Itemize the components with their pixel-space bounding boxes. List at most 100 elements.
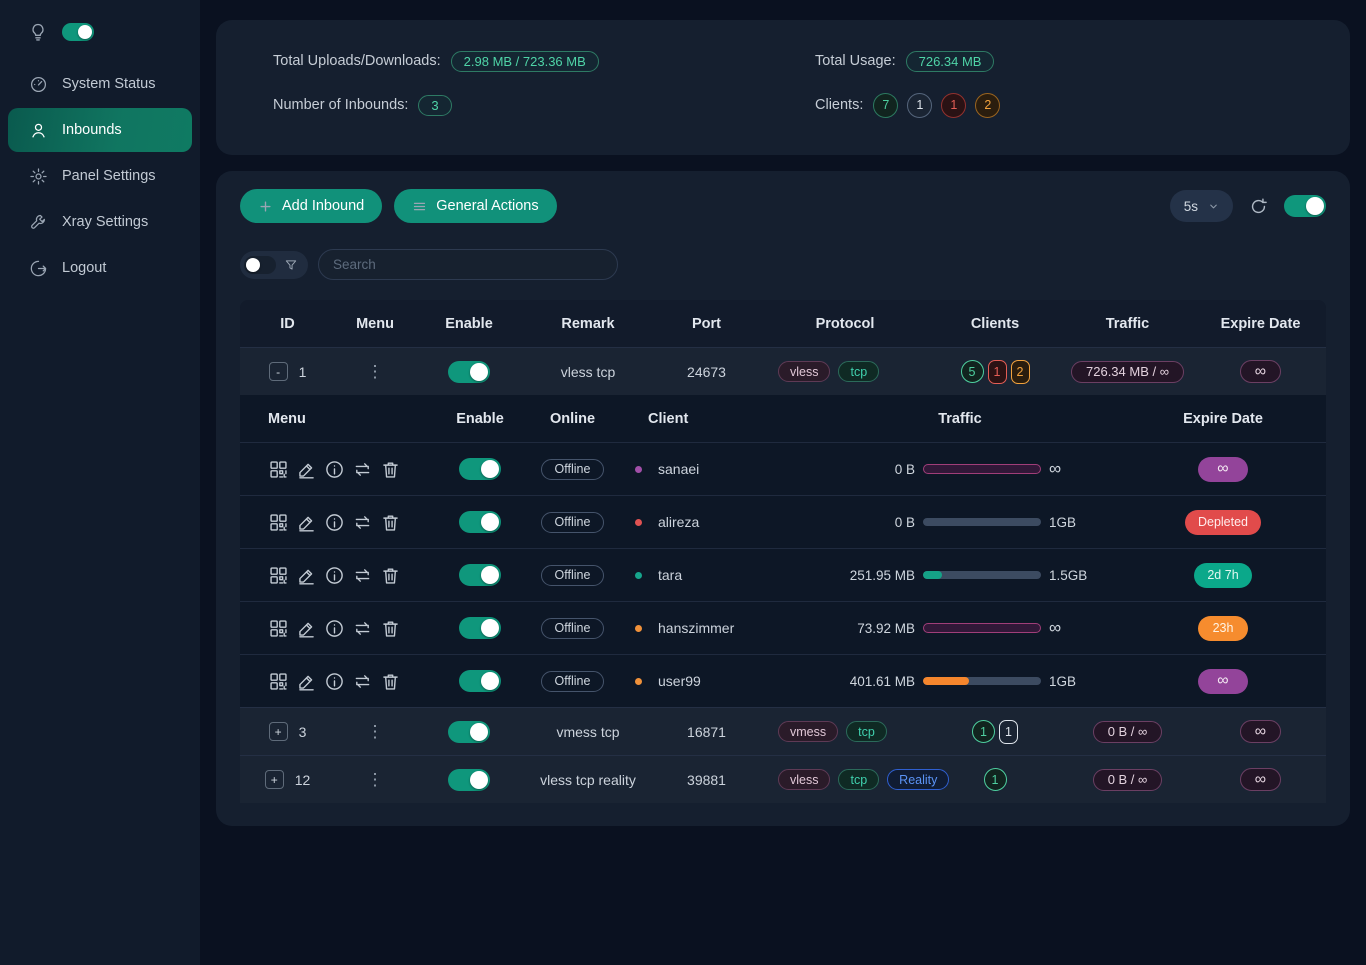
client-action-reset-traffic[interactable] — [352, 565, 373, 586]
lightbulb-icon — [28, 22, 48, 42]
client-enable-toggle[interactable] — [459, 617, 501, 639]
client-traffic-bar — [923, 571, 1041, 579]
menu-cell: ⋮ — [335, 363, 415, 380]
client-traffic-used: 0 B — [894, 514, 915, 530]
client-action-edit[interactable] — [296, 671, 317, 692]
client-action-reset-traffic[interactable] — [352, 618, 373, 639]
row-menu-button[interactable]: ⋮ — [366, 722, 384, 741]
client-traffic-cell: 0 B 1GB — [800, 515, 1120, 530]
client-action-edit[interactable] — [296, 565, 317, 586]
client-action-qrcode[interactable] — [268, 671, 289, 692]
client-expire-badge: ∞ — [1198, 668, 1248, 694]
inbound-row: +12 ⋮ vless tcp reality 39881 vless tcp Realit… — [240, 755, 1326, 803]
sidebar-item-inbounds[interactable]: Inbounds — [8, 108, 192, 152]
inbound-enable-toggle[interactable] — [448, 768, 490, 791]
filter-control — [240, 250, 308, 279]
client-action-info[interactable] — [324, 671, 345, 692]
client-action-delete[interactable] — [380, 671, 401, 692]
expand-toggle-button[interactable]: + — [268, 722, 288, 741]
client-count-badge: 1 — [983, 768, 1007, 791]
client-action-qrcode[interactable] — [268, 565, 289, 586]
sidebar-item-xray-settings[interactable]: Xray Settings — [8, 200, 192, 244]
client-action-delete[interactable] — [380, 618, 401, 639]
sidebar-item-label: Xray Settings — [62, 214, 149, 230]
table-header-cell: Protocol — [760, 316, 930, 332]
client-expire-cell: 23h — [1120, 615, 1326, 641]
client-action-delete[interactable] — [380, 565, 401, 586]
sidebar-item-panel-settings[interactable]: Panel Settings — [8, 154, 192, 198]
inbound-expire-pill: ∞ — [1239, 768, 1282, 791]
client-action-reset-traffic[interactable] — [352, 671, 373, 692]
sidebar-item-label: System Status — [62, 76, 156, 92]
sidebar-item-system-status[interactable]: System Status — [8, 62, 192, 106]
refresh-interval-select[interactable]: 5s — [1169, 190, 1233, 222]
number-of-inbounds-label: Number of Inbounds: — [273, 97, 409, 113]
client-traffic-used: 251.95 MB — [849, 567, 915, 583]
client-online-cell: Offline — [525, 670, 620, 692]
table-header-cell: Enable — [415, 316, 523, 332]
inbound-enable-toggle[interactable] — [448, 720, 490, 743]
protocol-badge: vless — [778, 769, 831, 790]
client-action-info[interactable] — [324, 512, 345, 533]
theme-toggle[interactable] — [62, 23, 94, 41]
port-cell: 16871 — [653, 724, 760, 740]
row-menu-button[interactable]: ⋮ — [366, 770, 384, 789]
client-action-delete[interactable] — [380, 459, 401, 480]
total-uploads-downloads-value: 2.98 MB / 723.36 MB — [450, 50, 599, 72]
traffic-cell-main: 726.34 MB / ∞ — [1060, 360, 1195, 383]
filter-toggle[interactable] — [244, 255, 276, 274]
refresh-icon[interactable] — [1249, 197, 1268, 216]
remark-cell: vless tcp reality — [523, 772, 653, 788]
client-name: sanaei — [658, 461, 700, 477]
sidebar-item-logout[interactable]: Logout — [8, 246, 192, 290]
client-enable-toggle[interactable] — [459, 511, 501, 533]
client-enable-toggle[interactable] — [459, 458, 501, 480]
client-action-delete[interactable] — [380, 512, 401, 533]
client-menu-cell — [240, 618, 435, 639]
wrench-icon — [28, 213, 48, 232]
add-inbound-button[interactable]: Add Inbound — [240, 189, 383, 223]
general-actions-label: General Actions — [436, 198, 539, 214]
auto-refresh-toggle[interactable] — [1284, 195, 1326, 217]
client-action-reset-traffic[interactable] — [352, 459, 373, 480]
client-enable-toggle[interactable] — [459, 670, 501, 692]
refresh-interval-value: 5s — [1183, 198, 1198, 214]
client-action-qrcode[interactable] — [268, 459, 289, 480]
delete-icon — [383, 674, 398, 690]
client-action-edit[interactable] — [296, 459, 317, 480]
client-enable-cell — [435, 617, 525, 639]
client-action-reset-traffic[interactable] — [352, 512, 373, 533]
client-menu-cell — [240, 671, 435, 692]
inbound-enable-toggle[interactable] — [448, 360, 490, 383]
client-action-info[interactable] — [324, 618, 345, 639]
edit-icon — [299, 622, 314, 638]
client-row: Offline alireza 0 B 1GB Depleted — [240, 495, 1326, 548]
clients-count-badge: 2 — [975, 92, 1001, 118]
client-status-dot — [635, 624, 642, 632]
search-input[interactable] — [318, 249, 618, 280]
expand-toggle-button[interactable]: + — [264, 770, 284, 789]
client-action-info[interactable] — [324, 565, 345, 586]
funnel-icon[interactable] — [284, 258, 298, 272]
row-menu-button[interactable]: ⋮ — [366, 362, 384, 381]
client-action-qrcode[interactable] — [268, 512, 289, 533]
protocol-badge: vmess — [778, 721, 839, 742]
toolbar-right: 5s — [1169, 190, 1326, 222]
client-action-qrcode[interactable] — [268, 618, 289, 639]
protocol-badge: Reality — [887, 769, 950, 790]
qrcode-icon — [270, 513, 287, 531]
table-header-label: Traffic — [1105, 315, 1150, 332]
client-expire-badge: ∞ — [1198, 456, 1248, 482]
info-icon — [326, 513, 343, 531]
general-actions-button[interactable]: General Actions — [394, 189, 557, 223]
client-action-info[interactable] — [324, 459, 345, 480]
client-expire-cell: Depleted — [1120, 509, 1326, 535]
client-action-edit[interactable] — [296, 618, 317, 639]
client-action-edit[interactable] — [296, 512, 317, 533]
online-status-badge: Offline — [540, 670, 605, 692]
client-enable-toggle[interactable] — [459, 564, 501, 586]
expand-toggle-button[interactable]: - — [268, 362, 288, 381]
client-name: user99 — [658, 673, 701, 689]
reset-traffic-icon — [355, 621, 370, 635]
